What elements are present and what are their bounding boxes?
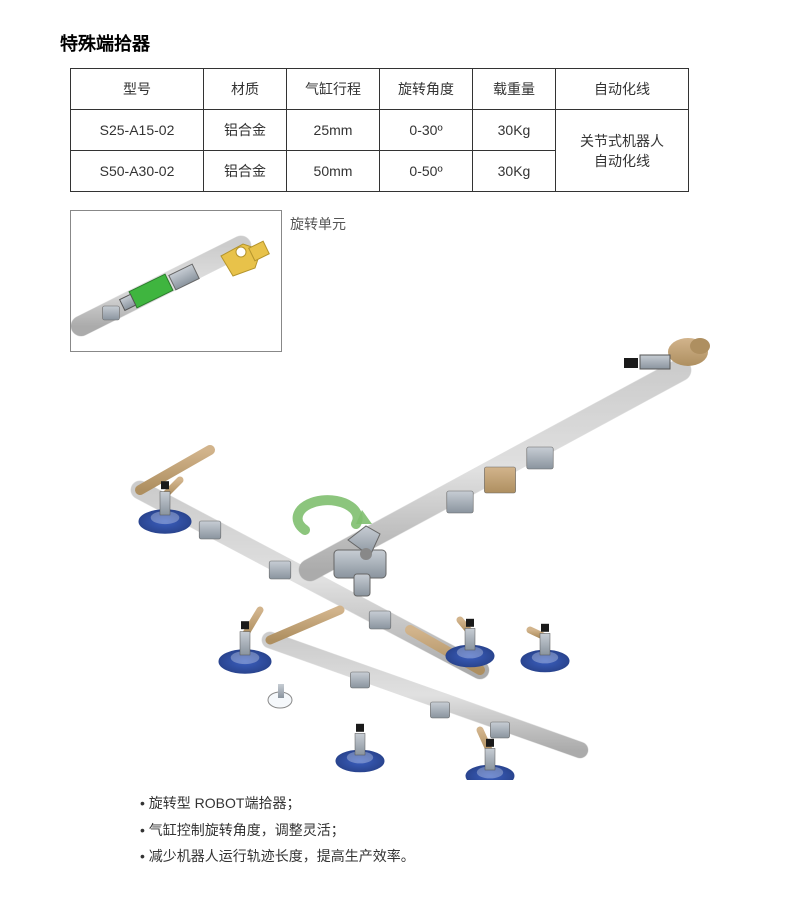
cell: 30Kg	[473, 151, 556, 192]
col-line: 自动化线	[556, 69, 689, 110]
col-load: 载重量	[473, 69, 556, 110]
table-row: S25-A15-02 铝合金 25mm 0-30º 30Kg 关节式机器人自动化…	[71, 110, 689, 151]
inset-render	[71, 211, 281, 351]
inset-diagram	[70, 210, 282, 352]
col-material: 材质	[204, 69, 287, 110]
cell: S25-A15-02	[71, 110, 204, 151]
cell: 25mm	[287, 110, 380, 151]
spec-table: 型号 材质 气缸行程 旋转角度 载重量 自动化线 S25-A15-02 铝合金 …	[70, 68, 689, 192]
col-model: 型号	[71, 69, 204, 110]
inset-label: 旋转单元	[290, 214, 346, 234]
bullet-item: 气缸控制旋转角度，调整灵活；	[140, 817, 752, 844]
bullet-item: 减少机器人运行轨迹长度，提高生产效率。	[140, 843, 752, 870]
cell: 0-50º	[380, 151, 473, 192]
bullet-item: 旋转型 ROBOT端拾器；	[140, 790, 752, 817]
col-stroke: 气缸行程	[287, 69, 380, 110]
cell: S50-A30-02	[71, 151, 204, 192]
page-title: 特殊端拾器	[60, 30, 752, 56]
cell: 铝合金	[204, 110, 287, 151]
cell: 0-30º	[380, 110, 473, 151]
col-angle: 旋转角度	[380, 69, 473, 110]
cell: 铝合金	[204, 151, 287, 192]
cell-merged-line: 关节式机器人自动化线	[556, 110, 689, 192]
table-header-row: 型号 材质 气缸行程 旋转角度 载重量 自动化线	[71, 69, 689, 110]
cell: 30Kg	[473, 110, 556, 151]
diagram-area: 旋转单元	[60, 210, 772, 780]
feature-bullets: 旋转型 ROBOT端拾器； 气缸控制旋转角度，调整灵活； 减少机器人运行轨迹长度…	[100, 790, 752, 870]
cell: 50mm	[287, 151, 380, 192]
